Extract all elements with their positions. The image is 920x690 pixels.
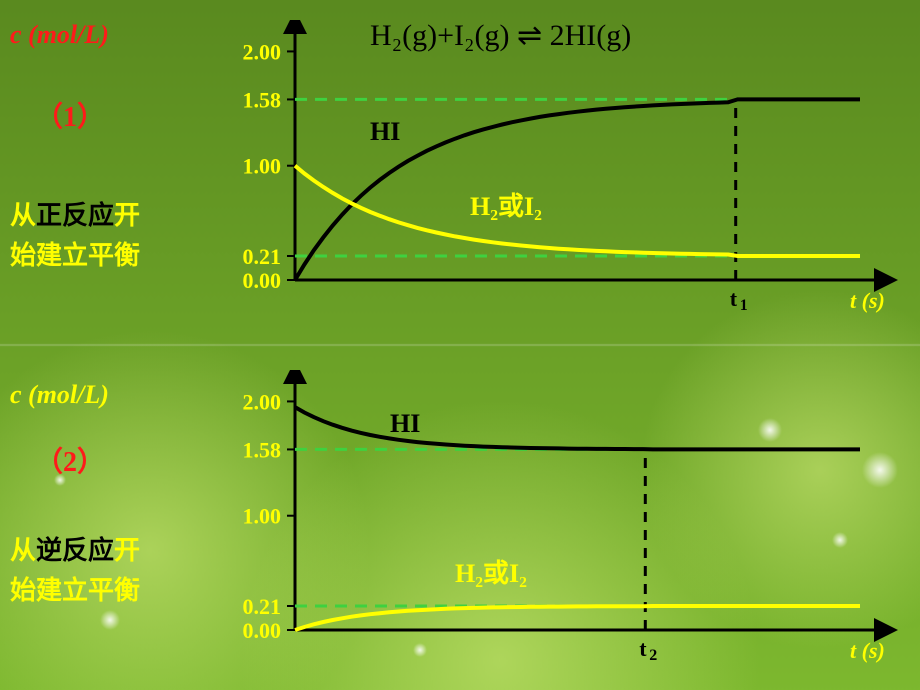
svg-text:1.00: 1.00 [243, 504, 282, 529]
panel1-side-line2: 始建立平衡 [10, 235, 140, 272]
panel2-side-line1: 从逆反应开 [10, 530, 140, 567]
svg-text:t: t [730, 286, 738, 311]
content-layer: H₂(g)+I₂(g) ⇌ 2HI(g) c (mol/L) （1） 从正反应开… [0, 0, 920, 690]
y-axis-label-2: c (mol/L) [10, 380, 109, 410]
svg-text:t: t [639, 636, 647, 661]
svg-text:H₂或I₂: H₂或I₂ [470, 192, 542, 221]
svg-text:HI: HI [370, 117, 400, 146]
svg-text:1: 1 [740, 297, 748, 314]
svg-text:2: 2 [649, 647, 657, 664]
svg-text:1.00: 1.00 [243, 154, 282, 179]
svg-text:2.00: 2.00 [243, 39, 282, 64]
panel1-side-line1: 从正反应开 [10, 195, 140, 232]
svg-text:H₂或I₂: H₂或I₂ [455, 559, 527, 588]
svg-text:HI: HI [390, 409, 420, 438]
chart-1: 0.000.21 1.00 1.58 2.00 HI H₂或I₂ t1 t (s) [210, 20, 910, 330]
svg-text:t (s): t (s) [850, 288, 885, 313]
panel2-side-line2: 始建立平衡 [10, 570, 140, 607]
svg-text:0.21: 0.21 [243, 594, 282, 619]
svg-text:t (s): t (s) [850, 638, 885, 663]
chart-2: 0.000.21 1.00 1.58 2.00 HI H₂或I₂ t2 t (s) [210, 370, 910, 680]
svg-text:1.58: 1.58 [243, 437, 282, 462]
panel-number-2: （2） [35, 440, 105, 480]
svg-text:0.00: 0.00 [243, 268, 282, 293]
y-axis-label-1: c (mol/L) [10, 20, 109, 50]
panel-number-1: （1） [35, 95, 105, 135]
svg-text:0.00: 0.00 [243, 618, 282, 643]
svg-text:2.00: 2.00 [243, 389, 282, 414]
svg-text:1.58: 1.58 [243, 87, 282, 112]
svg-text:0.21: 0.21 [243, 244, 282, 269]
